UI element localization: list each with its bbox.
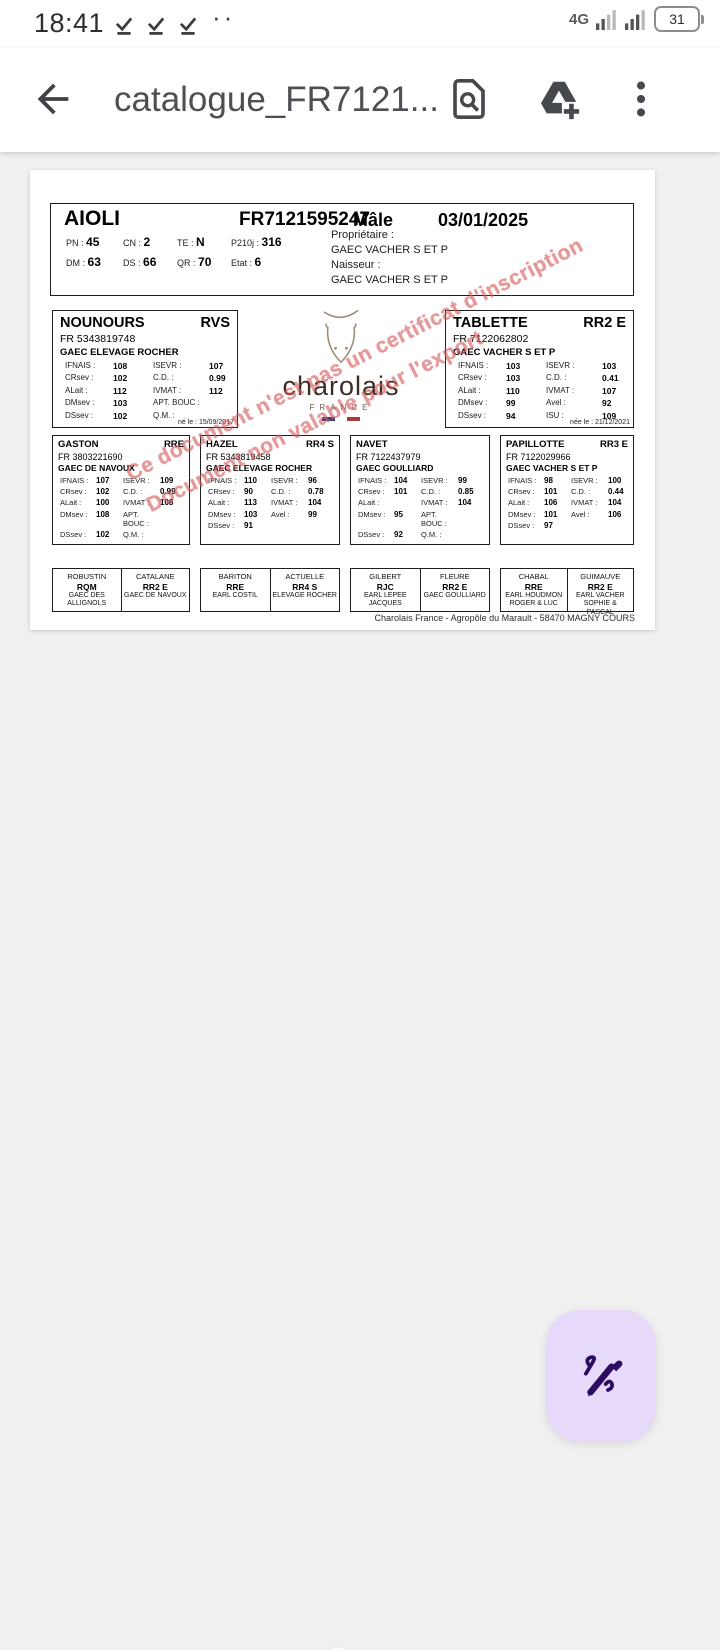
ownership-block: Propriétaire : GAEC VACHER S ET P Naisse…: [331, 228, 448, 288]
grandparent-box: GASTON RRE FR 3803221690 GAEC DE NAVOUX I…: [52, 435, 190, 545]
cow-head-icon: [323, 309, 359, 364]
find-in-page-button[interactable]: [446, 76, 492, 122]
stat-cn: CN : 2: [123, 235, 151, 249]
back-button[interactable]: [30, 76, 76, 122]
dam-birth-date: née le : 21/12/2021: [570, 419, 630, 426]
signature-pen-icon: [583, 1355, 623, 1397]
grandparent-box: PAPILLOTTE RR3 E FR 7122029966 GAEC VACHE…: [500, 435, 634, 545]
animal-id: FR7121595247: [239, 209, 370, 230]
ggp-cell: FLEURE RR2 E GAEC GOULLIARD: [423, 572, 486, 599]
sire-stats: IFNAIS :108 ISEVR :107 CRsev :102 C.D. :0.9…: [65, 361, 226, 421]
gp-breeder: GAEC VACHER S ET P: [506, 463, 598, 473]
gp-breeder: GAEC GOULLIARD: [356, 463, 434, 473]
gp-stats: IFNAIS :110 ISEVR :96 CRsev :90 C.D. :0.78 A…: [208, 476, 324, 530]
download-done-icon: [179, 17, 197, 35]
ggp-cell: GILBERT RJC EARL LEPEE JACQUES: [351, 569, 421, 611]
stat-pn: PN : 45: [66, 235, 100, 249]
stat-p210j: P210j : 316: [231, 235, 282, 249]
annotate-fab[interactable]: [546, 1310, 656, 1442]
dam-breeder: GAEC VACHER S ET P: [453, 347, 556, 358]
sire-fr-number: FR 5343819748: [60, 333, 136, 345]
stat-qr: QR : 70: [177, 255, 212, 269]
gp-stats: IFNAIS :107 ISEVR :109 CRsev :102 C.D. :0.9…: [60, 476, 176, 539]
sire-code: RVS: [200, 315, 230, 331]
document-title: catalogue_FR7121...: [114, 80, 439, 119]
sire-birth-date: né le : 15/09/2017: [177, 419, 234, 426]
great-grandparent-group: CHABAL RRE EARL HOUDMON ROGER & LUC GUIMAU…: [500, 568, 634, 616]
grandparent-box: HAZEL RR4 S FR 5343819458 GAEC ELEVAGE RO…: [200, 435, 340, 545]
gp-fr-number: FR 7122437979: [356, 452, 421, 462]
sire-name: NOUNOURS: [60, 315, 145, 331]
gp-fr-number: FR 5343819458: [206, 452, 271, 462]
gp-stats: IFNAIS :98 ISEVR :100 CRsev :101 C.D. :0.44…: [508, 476, 624, 530]
app-bar: catalogue_FR7121...: [0, 48, 720, 152]
grandparent-box: NAVET FR 7122437979 GAEC GOULLIARD IFNAI…: [350, 435, 490, 545]
dam-fr-number: FR 7122062802: [453, 333, 529, 345]
dam-box: TABLETTE RR2 E FR 7122062802 GAEC VACHER …: [445, 310, 634, 428]
gp-fr-number: FR 7122029966: [506, 452, 571, 462]
gp-name: PAPILLOTTE: [506, 439, 565, 450]
gp-stats: IFNAIS :104 ISEVR :99 CRsev :101 C.D. :0.85…: [358, 476, 474, 539]
stat-etat: Etat : 6: [231, 255, 262, 269]
sire-box: NOUNOURS RVS FR 5343819748 GAEC ELEVAGE R…: [52, 310, 238, 428]
gp-name: NAVET: [356, 439, 388, 450]
network-type-label: 4G: [568, 10, 589, 28]
gp-fr-number: FR 3803221690: [58, 452, 123, 462]
ggp-cell: ROBUSTIN RQM GAEC DES ALLIGNOLS: [53, 569, 122, 611]
gp-name: HAZEL: [206, 439, 238, 450]
pdf-viewer-area[interactable]: Ce document n'est pas un certificat d'in…: [0, 152, 720, 1650]
sire-breeder: GAEC ELEVAGE ROCHER: [60, 347, 179, 358]
breeder-name: GAEC VACHER S ET P: [331, 274, 448, 286]
stat-dm: DM : 63: [66, 255, 101, 269]
gp-breeder: GAEC ELEVAGE ROCHER: [206, 463, 313, 473]
gp-code: RRE: [163, 439, 184, 450]
download-done-icon: [147, 17, 165, 35]
battery-percent: 31: [669, 11, 685, 27]
animal-name: AIOLI: [64, 207, 120, 230]
android-nav-bar: [0, 1492, 720, 1650]
document-footer: Charolais France - Agropôle du Marault -…: [374, 613, 635, 623]
great-grandparent-group: ROBUSTIN RQM GAEC DES ALLIGNOLS CATALANE RR…: [52, 568, 190, 612]
great-grandparent-group: GILBERT RJC EARL LEPEE JACQUES FLEURE RR2 E…: [350, 568, 490, 612]
logo-subtitle: FRANCE: [309, 403, 373, 412]
logo-wordmark: charolais: [282, 371, 400, 401]
gp-code: RR4 S: [306, 439, 334, 450]
clock: 18:41: [34, 8, 105, 38]
overflow-menu-button[interactable]: [618, 76, 664, 122]
owner-label: Propriétaire :: [331, 229, 394, 241]
animal-birth-date: 03/01/2025: [438, 210, 529, 230]
gp-breeder: GAEC DE NAVOUX: [58, 463, 135, 473]
more-notifications-dots: ··: [212, 2, 236, 32]
breeder-label: Naisseur :: [331, 259, 381, 271]
dam-stats: IFNAIS :103 ISEVR :103 CRsev :103 C.D. :0.4…: [458, 361, 619, 421]
battery-indicator: 31: [654, 6, 704, 32]
signal-bars-icon: [625, 10, 645, 30]
charolais-logo: charolais FRANCE: [251, 308, 431, 421]
dam-name: TABLETTE: [453, 315, 528, 331]
ggp-cell: ACTUELLE RR4 S ELEVAGE ROCHER: [272, 572, 337, 599]
pdf-page[interactable]: Ce document n'est pas un certificat d'in…: [30, 170, 655, 630]
ggp-cell: GUIMAUVE RR2 E EARL VACHER SOPHIE & PASCAL: [575, 572, 625, 616]
dam-code: RR2 E: [583, 315, 626, 331]
main-animal-box: AIOLI FR7121595247 Mâle 03/01/2025 PN : …: [50, 203, 634, 296]
status-bar: 18:41 ·· 4G 31: [0, 0, 720, 48]
signal-bars-icon: [596, 10, 616, 30]
stat-ds: DS : 66: [123, 255, 157, 269]
gp-code: RR3 E: [600, 439, 628, 450]
french-flag-icon: [251, 417, 431, 421]
stat-te: TE : N: [177, 235, 205, 249]
ggp-cell: BARITON RRE EARL COSTIL: [201, 569, 271, 611]
animal-sex: Mâle: [353, 210, 394, 230]
add-to-drive-button[interactable]: [536, 76, 582, 122]
download-done-icon: [115, 17, 133, 35]
ggp-cell: CHABAL RRE EARL HOUDMON ROGER & LUC: [501, 569, 568, 611]
gp-name: GASTON: [58, 439, 99, 450]
great-grandparent-group: BARITON RRE EARL COSTIL ACTUELLE RR4 S ELEVA…: [200, 568, 340, 612]
ggp-cell: CATALANE RR2 E GAEC DE NAVOUX: [124, 572, 187, 599]
owner-name: GAEC VACHER S ET P: [331, 244, 448, 256]
